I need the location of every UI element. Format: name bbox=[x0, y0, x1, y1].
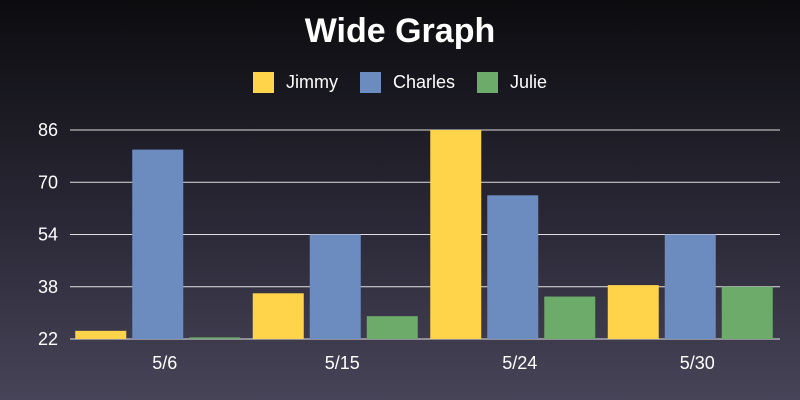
y-tick-label: 38 bbox=[38, 277, 58, 297]
bar-jimmy-1 bbox=[252, 293, 304, 339]
legend-label-charles: Charles bbox=[392, 72, 455, 92]
bar-jimmy-3 bbox=[607, 285, 659, 339]
bar-charles-0 bbox=[132, 149, 184, 339]
x-tick-label: 5/24 bbox=[502, 353, 537, 373]
legend-label-julie: Julie bbox=[510, 72, 548, 92]
legend: Jimmy Charles Julie bbox=[0, 72, 800, 93]
x-tick-label: 5/6 bbox=[152, 353, 177, 373]
y-tick-label: 54 bbox=[38, 225, 58, 245]
chart-title: Wide Graph bbox=[304, 12, 496, 50]
legend-swatch-julie bbox=[477, 72, 498, 93]
legend-item-jimmy: Jimmy bbox=[252, 72, 338, 93]
bar-julie-3 bbox=[721, 286, 773, 339]
legend-item-julie: Julie bbox=[477, 72, 547, 93]
bar-julie-0 bbox=[189, 337, 241, 339]
legend-item-charles: Charles bbox=[359, 72, 455, 93]
legend-label-jimmy: Jimmy bbox=[285, 72, 338, 92]
x-tick-label: 5/30 bbox=[680, 353, 715, 373]
bar-julie-2 bbox=[544, 296, 596, 339]
x-tick-label: 5/15 bbox=[325, 353, 360, 373]
bar-charles-2 bbox=[487, 195, 539, 339]
y-tick-label: 86 bbox=[38, 120, 58, 140]
bar-charles-3 bbox=[664, 234, 716, 339]
y-tick-label: 70 bbox=[38, 172, 58, 192]
bar-julie-1 bbox=[366, 316, 418, 339]
legend-swatch-jimmy bbox=[252, 72, 274, 93]
bar-jimmy-2 bbox=[430, 130, 482, 339]
bar-charles-1 bbox=[309, 234, 361, 339]
legend-swatch-charles bbox=[359, 72, 381, 93]
bar-jimmy-0 bbox=[75, 330, 127, 339]
y-tick-label: 22 bbox=[38, 329, 58, 349]
